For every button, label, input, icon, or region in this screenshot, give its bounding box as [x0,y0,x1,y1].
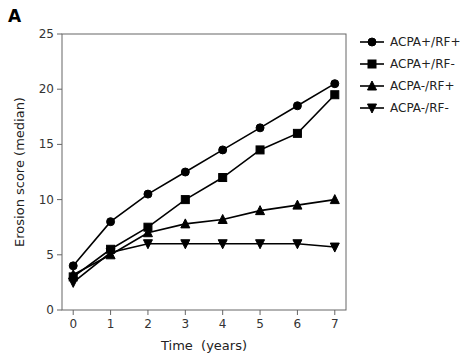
x-tick [73,310,74,315]
y-tick-label: 20 [39,82,54,96]
point [330,243,339,252]
x-tick-label: 5 [256,317,264,331]
plot-frame [62,34,346,310]
series [69,91,339,281]
y-tick [57,89,62,90]
x-tick [185,310,186,315]
legend-label: ACPA+/RF- [390,57,455,71]
point [256,124,264,132]
point [293,200,302,209]
point [106,249,115,258]
point [256,240,265,249]
y-axis-label: Erosion score (median) [12,97,27,247]
series [69,240,340,288]
legend-marker [368,38,376,46]
x-tick-label: 4 [219,317,227,331]
series-line [73,200,335,275]
point [293,129,301,137]
legend-label: ACPA-/RF+ [390,79,454,93]
legend-label: ACPA-/RF- [390,101,449,115]
legend-marker [368,104,377,113]
series [69,80,339,270]
y-tick [57,254,62,255]
x-tick [297,310,298,315]
x-tick-label: 7 [331,317,339,331]
point [144,190,152,198]
x-tick [260,310,261,315]
y-tick [57,34,62,35]
y-tick [57,144,62,145]
point [69,278,78,287]
y-tick-label: 25 [39,27,54,41]
panel-label: A [8,6,22,26]
point [143,228,152,237]
legend-label: ACPA+/RF+ [390,35,460,49]
y-tick-label: 5 [46,248,54,262]
point [143,240,152,249]
y-tick-label: 15 [39,137,54,151]
x-axis-label: Time (years) [160,338,247,353]
point [181,168,189,176]
point [331,80,339,88]
series-line [73,84,335,266]
x-tick-label: 0 [69,317,77,331]
point [256,206,265,215]
point [219,174,227,182]
series-line [73,244,335,283]
point [293,240,302,249]
point [331,91,339,99]
point [293,102,301,110]
x-tick [222,310,223,315]
series [69,195,340,279]
legend-marker [368,60,376,68]
point [181,240,190,249]
legend: ACPA+/RF+ ACPA+/RF- ACPA-/RF+ ACPA-/RF- [360,35,460,115]
y-tick [57,310,62,311]
point [219,146,227,154]
x-tick [110,310,111,315]
series-line [73,95,335,277]
y-tick [57,199,62,200]
point [218,240,227,249]
point [181,196,189,204]
x-tick-label: 2 [144,317,152,331]
x-tick [147,310,148,315]
x-tick-label: 3 [181,317,189,331]
x-tick [334,310,335,315]
plot-area [69,80,340,288]
point [181,219,190,228]
x-tick-label: 6 [294,317,302,331]
point [256,146,264,154]
point [330,195,339,204]
point [218,214,227,223]
y-tick-label: 0 [46,303,54,317]
y-tick-label: 10 [39,193,54,207]
legend-marker [368,81,377,90]
point [107,218,115,226]
point [69,270,78,279]
chart: 0 1 2 3 4 5 6 7 0 5 10 15 20 25 Time (years) Erosion sc… [0,0,474,363]
x-tick-label: 1 [107,317,115,331]
